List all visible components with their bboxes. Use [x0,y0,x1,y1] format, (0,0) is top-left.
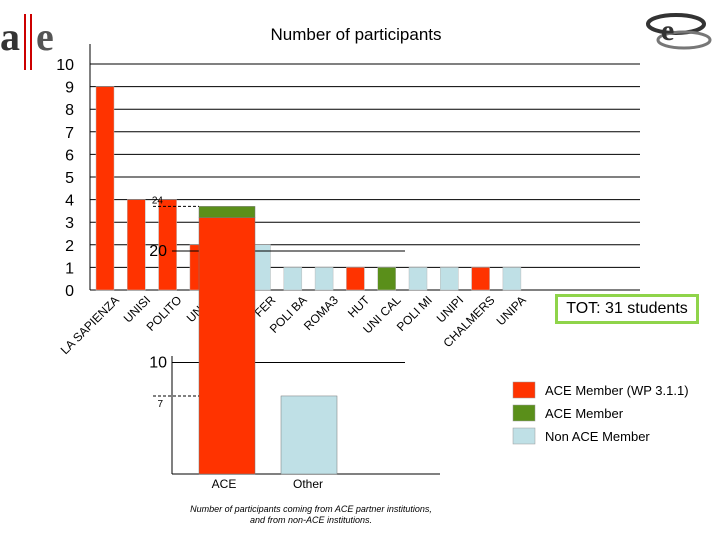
main-category-label: POLI MI [394,293,435,334]
partner-logo: e [646,13,712,50]
summary-category-label: Other [293,477,323,491]
main-y-tick-label: 6 [65,147,74,164]
summary-reference-label: 24 [152,195,164,206]
main-y-tick-label: 3 [65,215,74,232]
main-y-tick-label: 5 [65,170,74,187]
main-y-tick-label: 2 [65,238,74,255]
summary-bar-segment [198,206,256,218]
main-bar [377,267,396,291]
summary-bar-segment [198,217,256,475]
main-bar [314,267,334,291]
main-category-label: UNIPA [494,293,529,328]
main-y-tick-label: 0 [65,283,74,300]
summary-y-tick-label: 10 [149,355,167,372]
partner-logo-top-ring [646,13,706,35]
summary-reference-label: 7 [157,399,163,410]
main-category-label: LA SAPIENZA [58,293,122,357]
main-bar [158,199,177,291]
ace-logo-a: a [0,14,20,59]
main-y-tick-label: 10 [56,57,74,74]
legend-label: Non ACE Member [545,429,650,444]
legend-label: ACE Member [545,406,624,421]
legend-swatch [512,427,536,445]
ace-vs-other-chart: 10 20 ACE Other 24 7 [149,195,440,491]
main-y-tick-label: 8 [65,102,74,119]
main-category-label: FER [252,293,279,320]
main-y-tick-label: 9 [65,80,74,97]
main-bar [95,86,115,291]
main-bar [127,199,146,291]
partner-logo-bottom-ring [656,30,712,50]
main-y-tick-label: 7 [65,125,74,142]
main-bar [471,267,490,291]
total-students-box: TOT: 31 students [555,294,699,324]
legend-swatch [512,404,536,422]
ace-logo: a e [0,14,54,70]
partner-logo-letter: e [661,14,674,47]
summary-category-label: ACE [212,477,237,491]
main-category-label: ROMA3 [301,293,341,333]
main-category-label: HUT [345,293,373,321]
main-bar [502,267,522,291]
legend-label: ACE Member (WP 3.1.1) [545,383,689,398]
main-bar [408,267,428,291]
main-bar [440,267,459,291]
main-y-tick-label: 1 [65,260,74,277]
total-students-label: TOT: 31 students [566,300,688,317]
legend-swatch [512,381,536,399]
main-category-label: POLITO [144,293,185,334]
summary-y-tick-label: 20 [149,243,167,260]
legend: ACE Member (WP 3.1.1) ACE Member Non ACE M… [512,381,689,445]
summary-caption-line-2: and from non-ACE institutions. [250,515,372,525]
main-y-tick-label: 4 [65,193,74,210]
main-bar [346,267,365,291]
main-chart-title: Number of participants [270,25,441,44]
main-bar [283,267,303,291]
summary-bar-segment [280,395,338,475]
ace-logo-e: e [36,14,54,59]
summary-caption-line-1: Number of participants coming from ACE p… [190,504,432,514]
